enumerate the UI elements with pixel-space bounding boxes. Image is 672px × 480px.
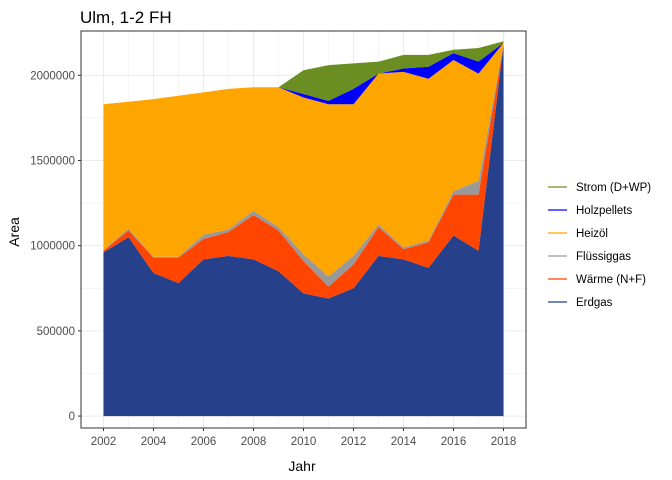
x-axis-title: Jahr — [288, 458, 316, 474]
legend-label: Holzpellets — [576, 205, 632, 217]
y-tick-label: 0 — [69, 411, 75, 423]
x-tick-label: 2010 — [291, 436, 317, 448]
x-tick-label: 2008 — [241, 436, 267, 448]
x-tick-label: 2006 — [191, 436, 217, 448]
legend-label: Wärme (N+F) — [576, 274, 646, 286]
y-tick-label: 1000000 — [30, 241, 75, 253]
y-tick-label: 1500000 — [30, 155, 75, 167]
legend-item-erdgas: Erdgas — [548, 297, 613, 309]
x-tick-label: 2012 — [341, 436, 367, 448]
legend-item-warme-n-f: Wärme (N+F) — [548, 274, 646, 286]
area-series — [103, 41, 504, 417]
area-heizol — [103, 42, 504, 277]
legend: Strom (D+WP) Holzpellets Heizöl Flüssiggas W… — [548, 182, 651, 309]
y-axis-title: Area — [6, 217, 22, 247]
x-tick-label: 2004 — [141, 436, 167, 448]
area-holzpellets — [103, 42, 504, 105]
legend-label: Heizöl — [576, 228, 608, 240]
legend-label: Flüssiggas — [576, 251, 631, 263]
legend-item-heizol: Heizöl — [548, 228, 608, 240]
x-tick-label: 2014 — [391, 436, 417, 448]
legend-label: Erdgas — [576, 297, 613, 309]
y-axis: 0 500000 1000000 1500000 2000000 — [30, 70, 81, 423]
legend-item-flussiggas: Flüssiggas — [548, 251, 631, 263]
legend-item-holzpellets: Holzpellets — [548, 205, 632, 217]
x-tick-label: 2002 — [91, 436, 117, 448]
y-tick-label: 2000000 — [30, 70, 75, 82]
area-strom-d-wp — [103, 41, 504, 105]
legend-label: Strom (D+WP) — [576, 182, 651, 194]
area-erdgas — [103, 44, 504, 417]
chart-title: Ulm, 1-2 FH — [80, 8, 172, 27]
legend-item-strom-d-wp: Strom (D+WP) — [548, 182, 651, 194]
y-tick-label: 500000 — [37, 326, 75, 338]
x-axis: 2002 2004 2006 2008 2010 2012 2014 2016 2018 — [91, 428, 517, 448]
x-tick-label: 2018 — [491, 436, 517, 448]
x-tick-label: 2016 — [441, 436, 467, 448]
